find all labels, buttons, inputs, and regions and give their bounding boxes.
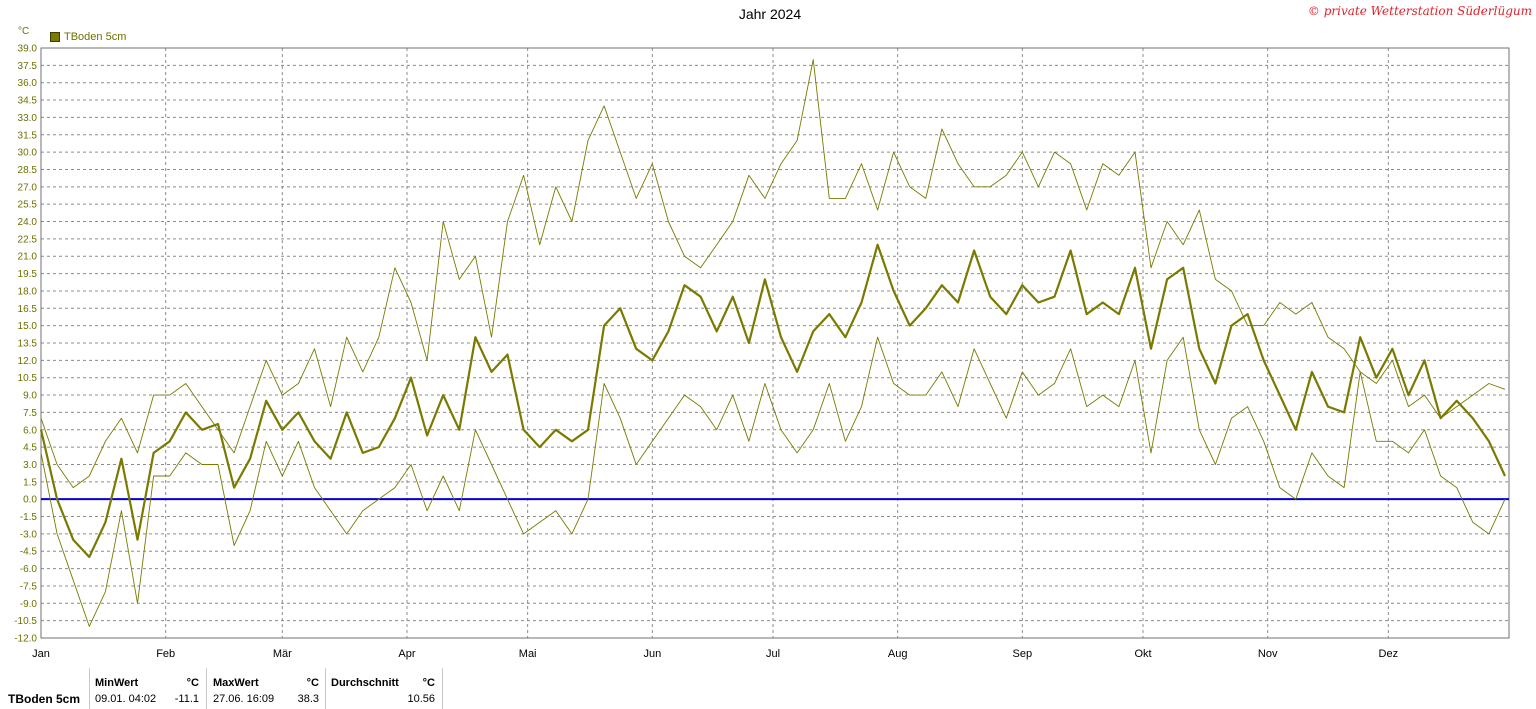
max-unit: °C xyxy=(306,677,319,689)
chart-title: Jahr 2024 xyxy=(738,6,802,22)
y-tick-label: 3.0 xyxy=(23,460,37,471)
y-tick-label: 7.5 xyxy=(23,408,37,419)
x-tick-label: Aug xyxy=(888,648,908,660)
x-tick-label: Dez xyxy=(1379,648,1399,660)
legend-swatch xyxy=(50,32,60,42)
y-tick-label: -10.5 xyxy=(14,616,37,627)
avg-unit: °C xyxy=(422,677,435,689)
y-tick-label: 37.5 xyxy=(18,61,38,72)
y-tick-label: 25.5 xyxy=(18,200,38,211)
y-tick-label: 34.5 xyxy=(18,96,38,107)
x-tick-label: Okt xyxy=(1134,648,1151,660)
y-tick-label: -4.5 xyxy=(20,547,38,558)
y-tick-label: 31.5 xyxy=(18,130,38,141)
x-tick-label: Nov xyxy=(1258,648,1278,660)
legend-label: TBoden 5cm xyxy=(64,31,127,43)
y-tick-label: 1.5 xyxy=(23,477,37,488)
y-tick-label: -7.5 xyxy=(20,581,38,592)
y-tick-label: 10.5 xyxy=(18,373,38,384)
y-tick-label: 18.0 xyxy=(18,286,38,297)
y-tick-label: 28.5 xyxy=(18,165,38,176)
series-line-mean xyxy=(39,243,1506,559)
series-line-daily-minimum xyxy=(40,336,1506,627)
y-tick-label: -12.0 xyxy=(14,634,37,645)
y-tick-label: 24.0 xyxy=(18,217,38,228)
avg-value: 10.56 xyxy=(407,693,435,705)
x-tick-label: Apr xyxy=(398,648,415,660)
avg-header: Durchschnitt xyxy=(331,677,399,689)
y-tick-label: 33.0 xyxy=(18,113,38,124)
y-tick-label: 15.0 xyxy=(18,321,38,332)
y-tick-label: -1.5 xyxy=(20,512,38,523)
x-tick-label: Sep xyxy=(1013,648,1033,660)
axes: 39.0 37.5 36.0 34.5 33.0 31.5 30.0 28.5 27.0 25.5… xyxy=(14,44,1510,660)
max-time: 27.06. 16:09 xyxy=(213,693,275,705)
max-value: 38.3 xyxy=(297,693,319,705)
grid xyxy=(41,48,1509,638)
series-line-daily-maximum xyxy=(40,59,1506,489)
chart-plot: 39.0 37.5 36.0 34.5 33.0 31.5 30.0 28.5 27.0 25.5… xyxy=(14,44,1510,660)
min-header: MinWert xyxy=(95,677,139,689)
min-time: 09.01. 04:02 xyxy=(95,693,157,705)
x-tick-label: Mai xyxy=(519,648,537,660)
series-lines xyxy=(39,59,1506,627)
y-tick-label: -9.0 xyxy=(20,599,38,610)
legend: TBoden 5cm xyxy=(50,31,126,43)
y-tick-label: 36.0 xyxy=(18,78,38,89)
stats-series-name: TBoden 5cm xyxy=(8,692,81,706)
y-tick-label: 30.0 xyxy=(18,148,38,159)
x-tick-label: Jan xyxy=(32,648,50,660)
y-tick-label: 21.0 xyxy=(18,252,38,263)
stats-avg-block: Durchschnitt °C 10.56 xyxy=(325,668,443,709)
x-tick-label: Mär xyxy=(273,648,292,660)
y-tick-label: 13.5 xyxy=(18,339,38,350)
y-tick-label: 22.5 xyxy=(18,234,38,245)
y-tick-label: 12.0 xyxy=(18,356,38,367)
y-tick-label: 16.5 xyxy=(18,304,38,315)
min-value: -11.1 xyxy=(174,693,199,705)
x-tick-label: Jun xyxy=(643,648,661,660)
y-tick-label: 6.0 xyxy=(23,425,37,436)
y-tick-label: -6.0 xyxy=(20,564,38,575)
stats-max-block: MaxWert °C 27.06. 16:09 38.3 xyxy=(206,668,325,709)
y-tick-label: 4.5 xyxy=(23,443,37,454)
plot-frame xyxy=(40,47,1510,639)
y-tick-label: 0.0 xyxy=(23,495,37,506)
x-tick-label: Jul xyxy=(766,648,780,660)
y-tick-label: 39.0 xyxy=(18,44,38,55)
x-tick-label: Feb xyxy=(156,648,175,660)
y-tick-label: 27.0 xyxy=(18,182,38,193)
y-unit-label: °C xyxy=(18,26,30,37)
min-unit: °C xyxy=(186,677,199,689)
copyright-text: © private Wetterstation Süderlügum xyxy=(1307,4,1532,18)
y-tick-label: -3.0 xyxy=(20,529,38,540)
y-tick-label: 19.5 xyxy=(18,269,38,280)
stats-min-block: MinWert °C 09.01. 04:02 -11.1 xyxy=(89,668,206,709)
max-header: MaxWert xyxy=(213,677,259,689)
y-tick-label: 9.0 xyxy=(23,391,37,402)
